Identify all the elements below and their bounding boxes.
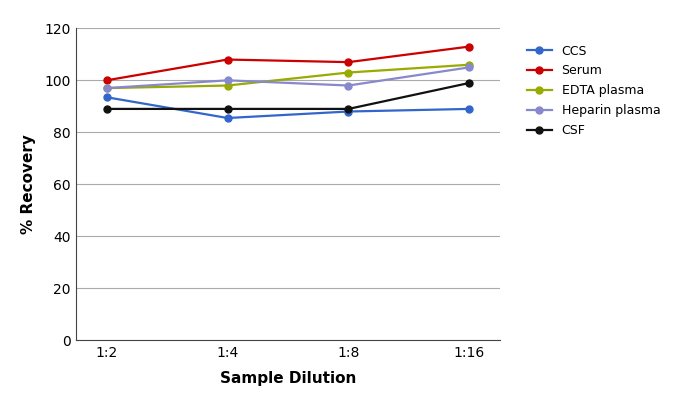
CSF [465, 81, 473, 85]
Line: Serum: Serum [103, 43, 473, 84]
Serum [344, 60, 353, 64]
Serum [465, 44, 473, 49]
CSF [103, 107, 111, 111]
Heparin plasma [223, 78, 232, 83]
CCS [465, 107, 473, 111]
EDTA plasma [344, 70, 353, 75]
Y-axis label: % Recovery: % Recovery [21, 134, 36, 234]
Legend: CCS, Serum, EDTA plasma, Heparin plasma, CSF: CCS, Serum, EDTA plasma, Heparin plasma,… [523, 41, 664, 141]
Line: CCS: CCS [103, 94, 473, 122]
Line: CSF: CSF [103, 79, 473, 112]
CCS [103, 95, 111, 100]
EDTA plasma [465, 62, 473, 67]
Line: Heparin plasma: Heparin plasma [103, 64, 473, 92]
EDTA plasma [103, 86, 111, 91]
CCS [223, 115, 232, 120]
Heparin plasma [465, 65, 473, 70]
CSF [344, 107, 353, 111]
Serum [223, 57, 232, 62]
CCS [344, 109, 353, 114]
Heparin plasma [344, 83, 353, 88]
Line: EDTA plasma: EDTA plasma [103, 61, 473, 92]
CSF [223, 107, 232, 111]
EDTA plasma [223, 83, 232, 88]
Serum [103, 78, 111, 83]
X-axis label: Sample Dilution: Sample Dilution [220, 371, 356, 386]
Heparin plasma [103, 86, 111, 91]
